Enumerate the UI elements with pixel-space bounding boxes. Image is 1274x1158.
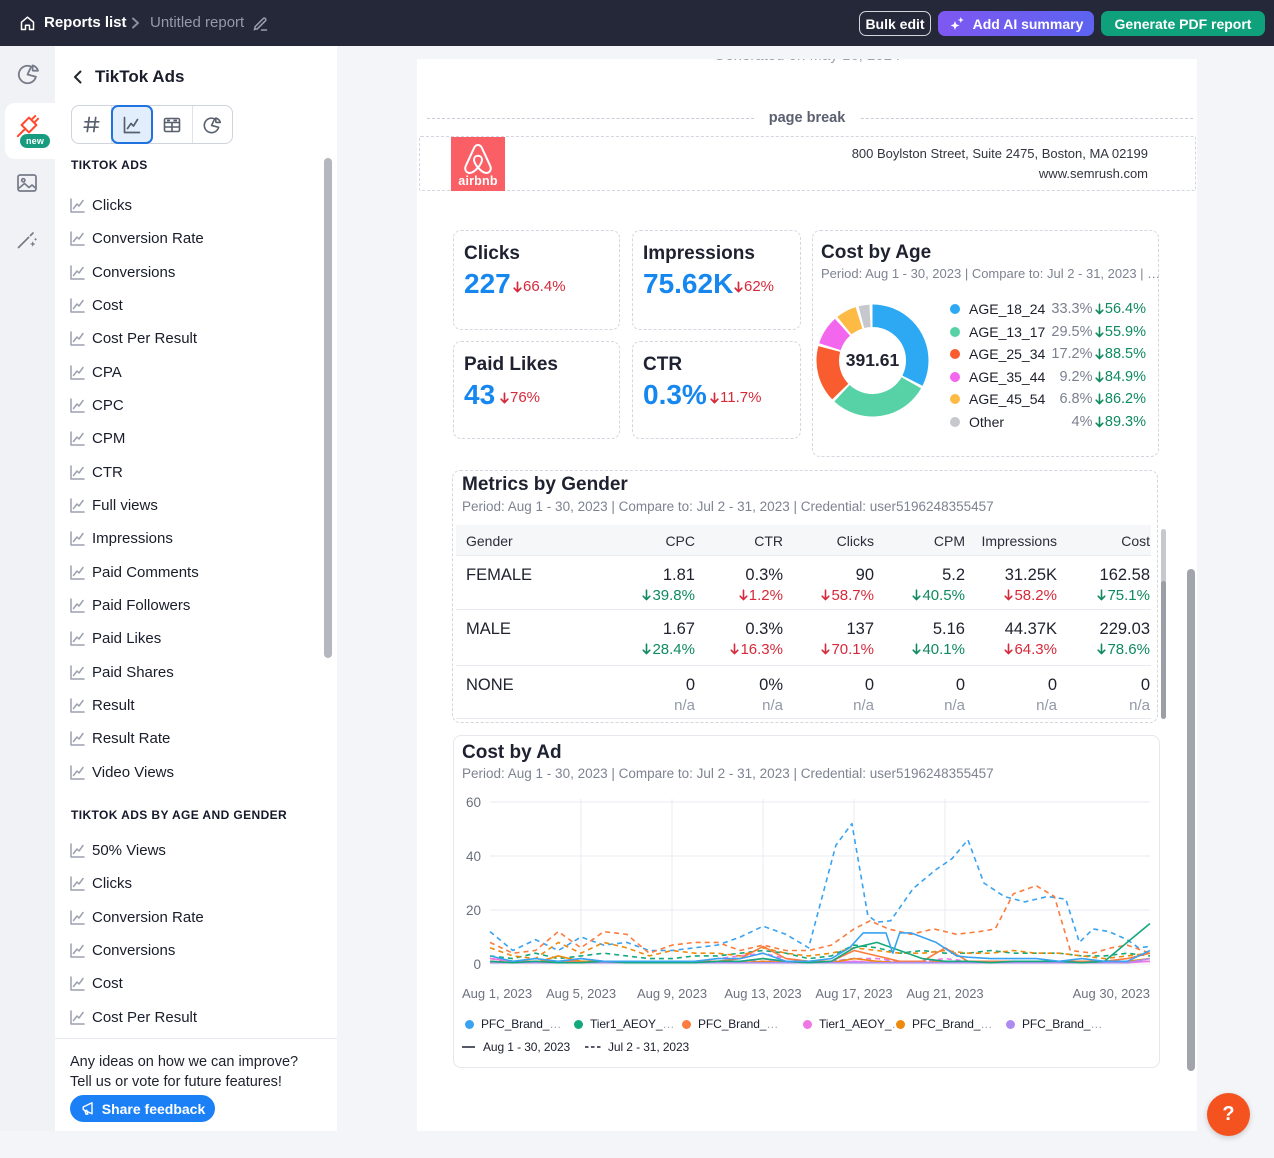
svg-text:Aug 1, 2023: Aug 1, 2023 [462, 986, 532, 1001]
svg-text:Aug 17, 2023: Aug 17, 2023 [815, 986, 892, 1001]
svg-text:Aug 9, 2023: Aug 9, 2023 [637, 986, 707, 1001]
svg-text:Aug 21, 2023: Aug 21, 2023 [906, 986, 983, 1001]
svg-text:0: 0 [473, 957, 481, 972]
svg-text:60: 60 [466, 795, 481, 810]
svg-text:Aug 13, 2023: Aug 13, 2023 [724, 986, 801, 1001]
svg-text:40: 40 [466, 849, 481, 864]
svg-text:20: 20 [466, 903, 481, 918]
svg-text:Aug 5, 2023: Aug 5, 2023 [546, 986, 616, 1001]
svg-text:Aug 30, 2023: Aug 30, 2023 [1073, 986, 1150, 1001]
